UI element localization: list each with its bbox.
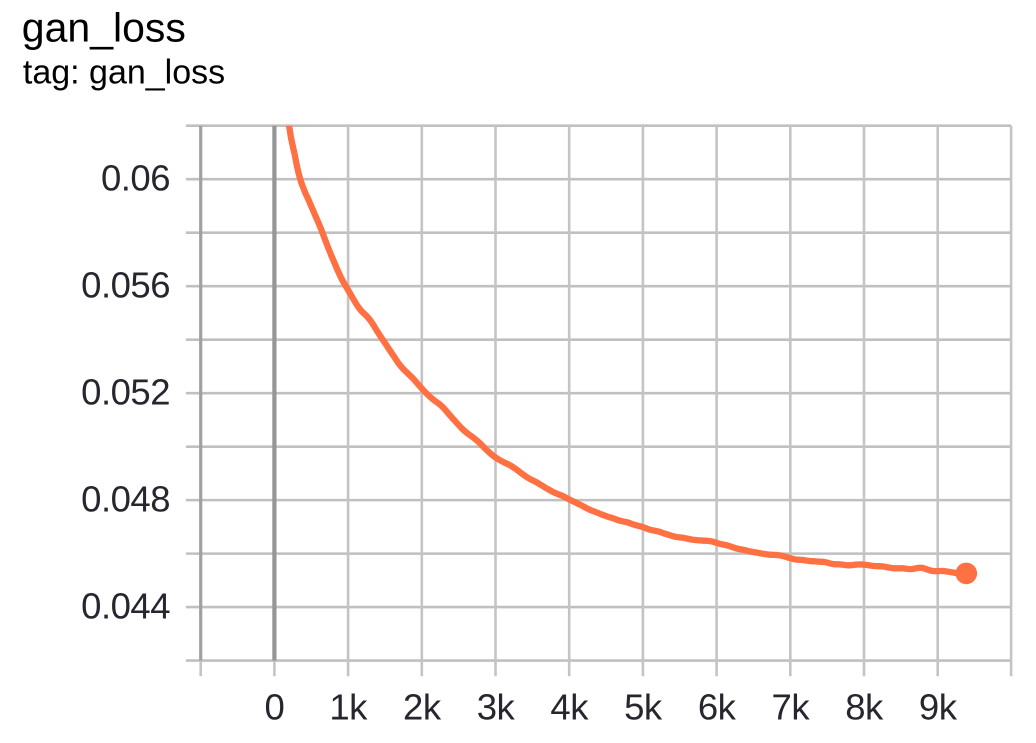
svg-text:9k: 9k xyxy=(919,687,958,728)
svg-text:0.06: 0.06 xyxy=(101,158,170,199)
svg-text:1k: 1k xyxy=(329,687,368,728)
svg-text:0.052: 0.052 xyxy=(81,372,170,413)
svg-text:gan_loss: gan_loss xyxy=(22,4,186,50)
svg-text:7k: 7k xyxy=(772,687,811,728)
svg-text:0.056: 0.056 xyxy=(81,265,170,306)
svg-text:6k: 6k xyxy=(698,687,737,728)
svg-text:0.048: 0.048 xyxy=(81,479,170,520)
svg-text:4k: 4k xyxy=(550,687,589,728)
svg-text:0: 0 xyxy=(264,687,284,728)
svg-text:8k: 8k xyxy=(845,687,884,728)
svg-text:tag: gan_loss: tag: gan_loss xyxy=(23,53,225,91)
svg-text:0.044: 0.044 xyxy=(81,586,170,627)
svg-text:5k: 5k xyxy=(624,687,663,728)
svg-text:2k: 2k xyxy=(403,687,442,728)
svg-text:3k: 3k xyxy=(477,687,516,728)
